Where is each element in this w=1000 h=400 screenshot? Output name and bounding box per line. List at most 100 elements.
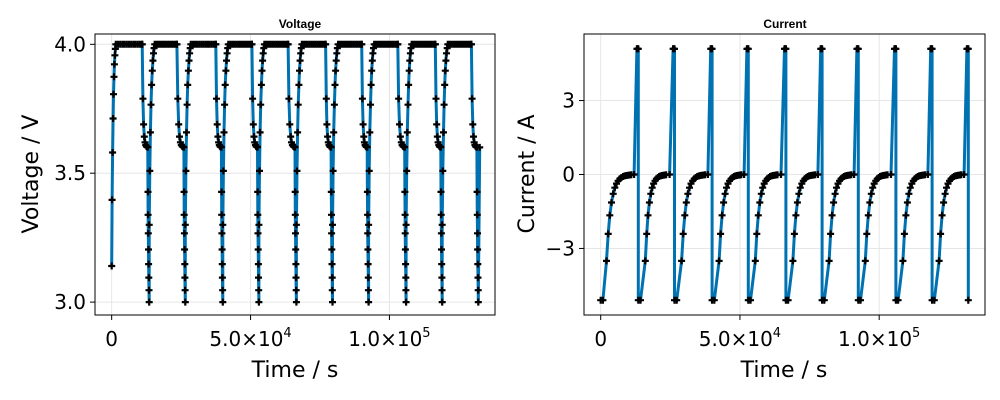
current-data-point bbox=[924, 171, 932, 178]
current-data-point bbox=[704, 171, 712, 178]
current-y-tick-label: 3 bbox=[562, 89, 575, 113]
voltage-data-point bbox=[221, 101, 229, 109]
voltage-data-point bbox=[331, 81, 339, 89]
voltage-data-point bbox=[438, 286, 446, 294]
voltage-data-point bbox=[145, 260, 153, 268]
voltage-data-point bbox=[402, 286, 410, 294]
current-data-point bbox=[756, 199, 764, 206]
voltage-chart: Voltage 0 5.0×104 1.0×105 3.0 3.5 4.0 Time / … bbox=[19, 17, 496, 383]
current-series bbox=[597, 45, 972, 304]
voltage-x-axis-label: Time / s bbox=[251, 358, 339, 383]
voltage-data-point bbox=[367, 101, 374, 109]
voltage-data-point bbox=[180, 229, 188, 237]
voltage-data-point bbox=[364, 229, 372, 237]
voltage-data-point bbox=[364, 286, 372, 294]
voltage-plot-frame bbox=[94, 33, 496, 316]
voltage-data-point bbox=[145, 274, 153, 282]
current-data-point bbox=[679, 230, 687, 238]
voltage-data-point bbox=[403, 128, 411, 136]
voltage-data-point bbox=[438, 260, 446, 268]
voltage-data-point bbox=[365, 167, 373, 175]
voltage-data-point bbox=[285, 95, 293, 103]
voltage-chart-title: Voltage bbox=[279, 17, 322, 31]
voltage-data-point bbox=[292, 246, 300, 253]
voltage-data-point bbox=[254, 260, 262, 268]
voltage-data-point bbox=[146, 167, 154, 175]
voltage-data-point bbox=[292, 260, 300, 268]
current-data-point bbox=[825, 257, 833, 265]
current-data-point bbox=[606, 211, 614, 219]
voltage-ticks: 0 5.0×104 1.0×105 3.0 3.5 4.0 bbox=[54, 32, 430, 351]
current-data-point bbox=[789, 257, 797, 265]
voltage-data-point bbox=[431, 40, 439, 48]
voltage-data-point bbox=[256, 128, 264, 136]
voltage-data-point bbox=[441, 67, 449, 75]
voltage-data-point bbox=[368, 57, 376, 65]
current-data-point bbox=[964, 296, 972, 304]
current-data-point bbox=[747, 296, 754, 304]
current-data-point bbox=[611, 184, 619, 192]
voltage-data-point bbox=[328, 229, 336, 237]
voltage-data-point bbox=[148, 67, 156, 75]
current-y-tick-label: 0 bbox=[562, 163, 575, 187]
voltage-data-point bbox=[218, 188, 226, 196]
voltage-data-point bbox=[474, 274, 482, 282]
voltage-data-point bbox=[110, 60, 118, 68]
current-x-tick-label-exp: 5 bbox=[912, 326, 920, 341]
voltage-data-point bbox=[404, 101, 412, 109]
voltage-data-point bbox=[140, 120, 148, 128]
voltage-data-point bbox=[180, 211, 188, 219]
voltage-data-point bbox=[476, 143, 484, 151]
voltage-data-point bbox=[184, 67, 192, 75]
voltage-data-point bbox=[438, 246, 445, 253]
current-data-point bbox=[830, 199, 838, 206]
current-data-point bbox=[717, 230, 725, 238]
voltage-data-point bbox=[401, 211, 409, 219]
current-data-point bbox=[854, 45, 862, 53]
voltage-data-point bbox=[108, 262, 116, 270]
voltage-data-point bbox=[437, 143, 445, 151]
current-data-point bbox=[866, 199, 874, 206]
current-x-tick-label: 1.0×105 bbox=[838, 326, 920, 351]
current-data-point bbox=[708, 45, 716, 53]
current-data-point bbox=[818, 45, 826, 53]
current-x-axis-label: Time / s bbox=[740, 358, 828, 383]
voltage-data-point bbox=[249, 95, 257, 103]
current-data-point bbox=[906, 184, 914, 192]
voltage-data-point bbox=[292, 286, 300, 294]
voltage-data-point bbox=[144, 211, 152, 219]
voltage-data-point bbox=[328, 260, 336, 268]
current-x-tick-label-exp: 4 bbox=[773, 326, 781, 341]
voltage-data-point bbox=[403, 167, 411, 175]
voltage-y-axis-label: Voltage / V bbox=[19, 115, 44, 234]
voltage-data-point bbox=[218, 274, 226, 282]
voltage-data-point bbox=[223, 57, 230, 65]
voltage-data-point bbox=[291, 211, 299, 219]
voltage-y-tick-label: 3.0 bbox=[54, 290, 86, 314]
voltage-y-tick-label: 3.5 bbox=[54, 161, 86, 185]
voltage-data-point bbox=[257, 101, 265, 109]
voltage-data-point bbox=[145, 286, 153, 294]
voltage-data-point bbox=[365, 298, 373, 306]
voltage-data-point bbox=[394, 40, 402, 48]
current-data-point bbox=[892, 45, 900, 53]
current-data-point bbox=[754, 211, 762, 219]
voltage-data-point bbox=[405, 81, 413, 89]
voltage-data-point bbox=[438, 298, 446, 306]
voltage-data-point bbox=[139, 95, 147, 103]
current-data-point bbox=[935, 257, 943, 265]
voltage-data-point bbox=[328, 286, 336, 294]
voltage-data-point bbox=[254, 211, 262, 219]
voltage-data-point bbox=[292, 229, 299, 237]
voltage-data-point bbox=[405, 67, 413, 75]
voltage-y-tick-label: 4.0 bbox=[54, 32, 86, 56]
voltage-data-point bbox=[109, 115, 117, 122]
voltage-data-point bbox=[145, 298, 153, 306]
voltage-data-point bbox=[328, 246, 336, 253]
voltage-data-point bbox=[181, 274, 189, 282]
voltage-data-point bbox=[292, 221, 300, 229]
voltage-data-point bbox=[332, 67, 340, 75]
voltage-data-point bbox=[467, 40, 475, 48]
voltage-data-point bbox=[359, 120, 367, 128]
voltage-data-point bbox=[292, 298, 300, 306]
